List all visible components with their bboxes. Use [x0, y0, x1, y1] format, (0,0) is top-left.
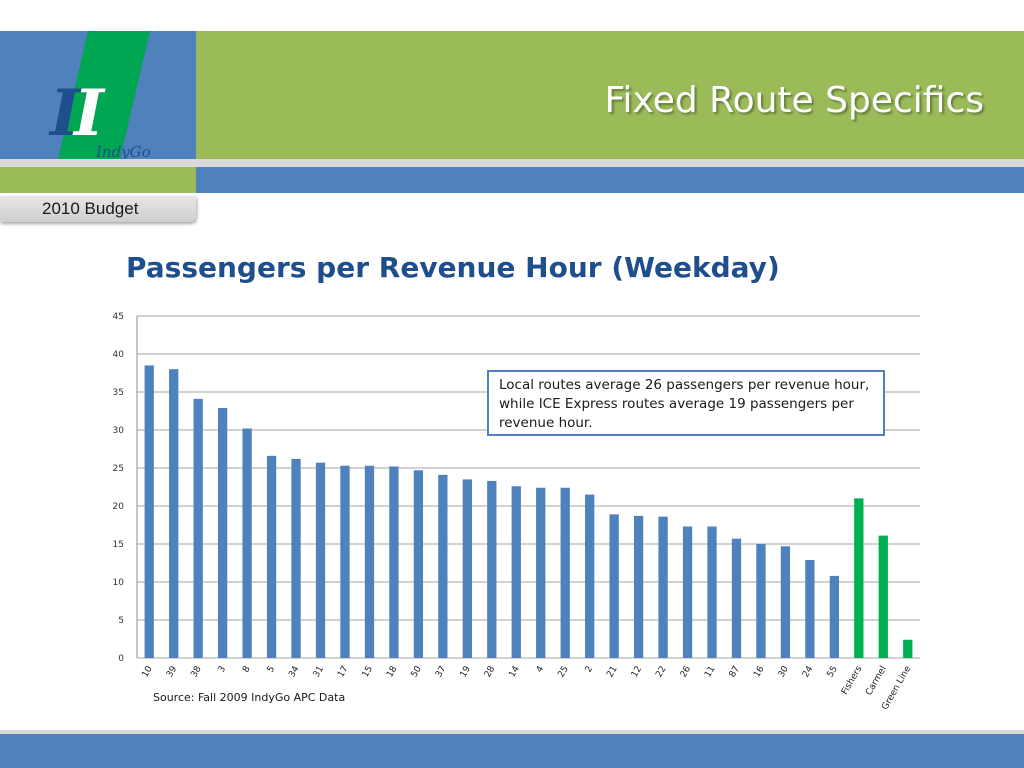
y-tick-label: 30: [113, 426, 125, 436]
bar-34: [291, 458, 301, 658]
y-tick-label: 20: [113, 502, 125, 512]
x-tick-label: 31: [312, 665, 326, 680]
bar-3: [217, 407, 228, 658]
divider: [0, 159, 1024, 167]
x-tick-label: 50: [410, 664, 425, 679]
bar-31: [315, 462, 326, 658]
x-tick-label: 25: [556, 665, 570, 680]
indygo-logo: I I IndyGo: [0, 31, 196, 159]
x-tick-label: 5: [266, 665, 278, 675]
bar-21: [609, 514, 619, 658]
bar-37: [438, 474, 448, 658]
y-tick-label: 45: [113, 312, 124, 322]
bar-carmel: [878, 535, 888, 658]
bar-14: [511, 486, 521, 658]
bar-5: [266, 455, 277, 658]
chart-annotation: Local routes average 26 passengers per r…: [487, 370, 885, 436]
footer-band: [0, 730, 1024, 768]
bar-12: [633, 515, 644, 658]
y-tick-label: 25: [113, 464, 124, 474]
bar-17: [340, 465, 350, 658]
bar-4: [536, 487, 546, 658]
bar-24: [805, 559, 815, 658]
x-tick-label: 18: [385, 664, 400, 679]
bar-55: [829, 575, 840, 658]
x-tick-label: 26: [679, 664, 694, 679]
x-tick-label: 4: [535, 664, 547, 674]
bar-10: [144, 365, 154, 658]
bar-25: [560, 487, 570, 658]
x-tick-label: 39: [165, 664, 180, 679]
x-tick-label: 11: [703, 665, 717, 680]
x-tick-label: 28: [483, 664, 498, 679]
bar-8: [242, 428, 252, 658]
bar-87: [731, 538, 742, 658]
logo-mark-icon: I I IndyGo: [48, 31, 151, 159]
x-tick-label: 16: [752, 664, 767, 679]
y-tick-label: 10: [113, 578, 125, 588]
x-tick-label: 3: [217, 665, 229, 675]
bar-39: [169, 369, 179, 658]
x-tick-label: 87: [728, 665, 742, 680]
x-tick-label: 21: [605, 665, 619, 680]
x-tick-label: 15: [361, 665, 375, 680]
y-tick-label: 15: [113, 540, 124, 550]
x-tick-label: Carmel: [864, 665, 889, 698]
tab-strip: [0, 167, 196, 193]
y-tick-label: 35: [113, 388, 124, 398]
bar-38: [193, 398, 203, 658]
x-tick-label: 22: [654, 665, 668, 680]
chart-source: Source: Fall 2009 IndyGo APC Data: [153, 691, 346, 704]
x-tick-label: 19: [459, 664, 474, 679]
bar-50: [413, 470, 424, 658]
svg-text:I: I: [72, 76, 106, 151]
bar-18: [389, 466, 399, 658]
bar-16: [756, 544, 766, 658]
bar-11: [707, 526, 717, 658]
budget-tab: 2010 Budget: [0, 196, 196, 222]
bar-2: [585, 494, 595, 658]
bar-30: [780, 546, 791, 658]
x-tick-label: 37: [434, 665, 448, 680]
x-tick-label: 24: [801, 664, 816, 679]
x-tick-label: 8: [241, 664, 253, 674]
slide-title: Fixed Route Specifics: [604, 80, 984, 121]
x-tick-label: 55: [826, 665, 840, 680]
bar-15: [364, 465, 375, 658]
x-tick-label: 38: [189, 664, 204, 679]
x-tick-label: 12: [630, 665, 644, 680]
blue-band: [196, 167, 1024, 193]
x-tick-label: 2: [584, 665, 596, 675]
y-tick-label: 40: [113, 350, 125, 360]
logo-text: IndyGo: [95, 143, 151, 159]
bar-26: [682, 526, 693, 658]
chart-title: Passengers per Revenue Hour (Weekday): [126, 251, 780, 284]
y-tick-label: 5: [118, 616, 124, 626]
bar-fishers: [854, 498, 864, 658]
bar-28: [487, 480, 497, 658]
bar-19: [462, 479, 472, 658]
x-tick-label: 10: [140, 664, 155, 679]
x-tick-label: 14: [507, 664, 522, 679]
x-tick-label: 30: [777, 664, 792, 679]
y-tick-label: 0: [118, 654, 124, 664]
svg-text:I: I: [48, 76, 82, 151]
bar-22: [658, 516, 668, 658]
bar-green-line: [903, 639, 913, 658]
x-tick-label: Fishers: [840, 664, 864, 696]
x-tick-label: 17: [336, 665, 350, 680]
x-tick-label: 34: [287, 664, 302, 679]
